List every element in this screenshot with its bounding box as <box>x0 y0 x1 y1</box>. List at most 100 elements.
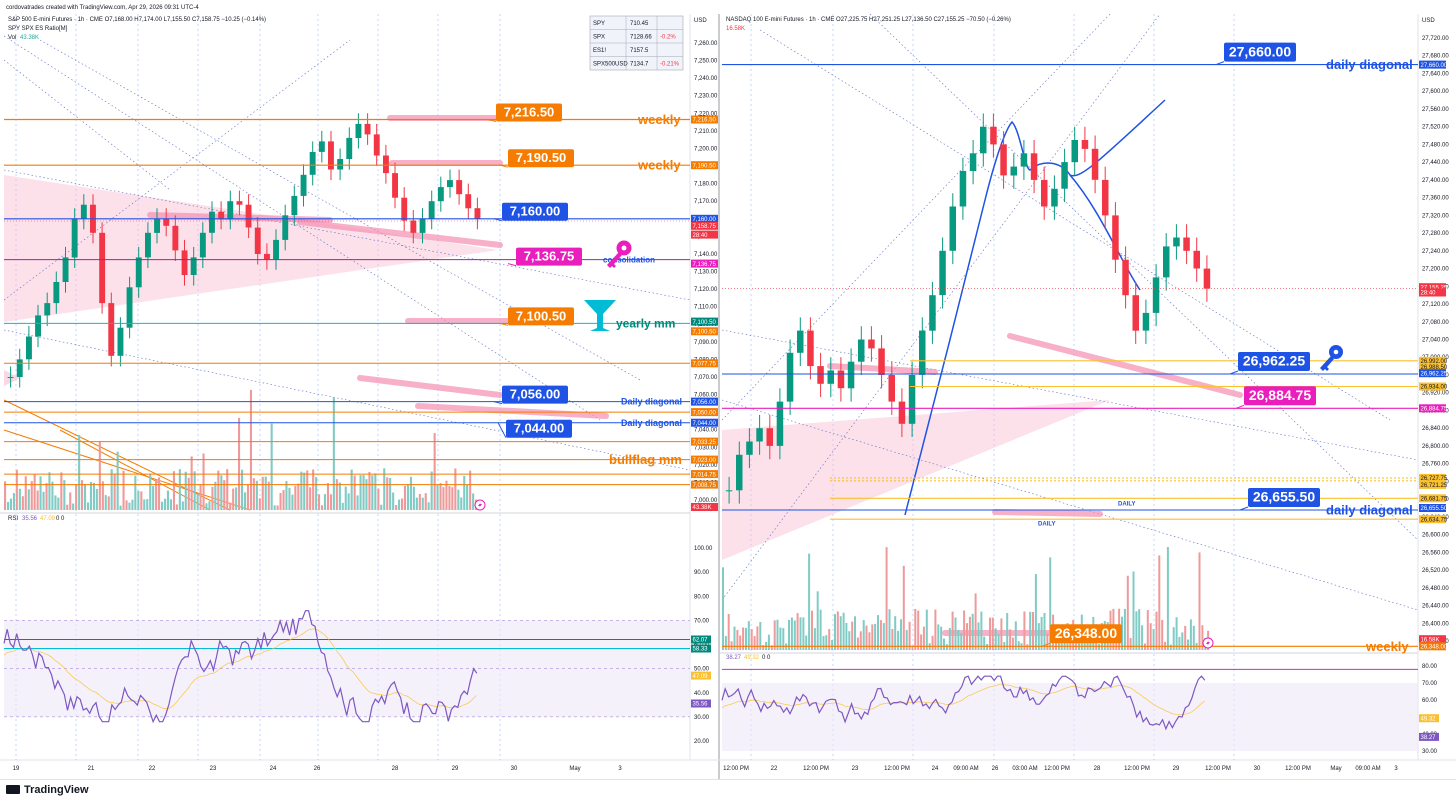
left-volume-bar <box>329 494 332 510</box>
quote-symbol: SPX500USD <box>593 62 628 68</box>
callout-box <box>1248 488 1320 507</box>
right-volume-bar <box>1040 616 1043 650</box>
right-drawings[interactable] <box>721 13 1419 636</box>
right-volume-bar <box>1198 552 1201 650</box>
left-price-axis[interactable]: 7,260.00 7,250.00 7,240.00 7,230.00 7,220.00… <box>691 41 718 745</box>
left-price-tick: 7,070.00 <box>694 375 718 381</box>
right-time-tick: 12:00 PM <box>1044 766 1070 772</box>
right-volume-bar <box>1046 633 1049 650</box>
right-candle <box>827 370 834 384</box>
callout-pointer <box>499 322 509 326</box>
callout-box <box>516 247 582 266</box>
right-price-tick: 26,520.00 <box>1422 568 1449 574</box>
left-volume-bar <box>326 483 329 510</box>
right-price-tick: 27,520.00 <box>1422 125 1449 131</box>
left-volume-bar <box>39 476 42 510</box>
right-price-axis[interactable]: 27,720.00 27,680.00 27,640.00 27,600.00 27,5… <box>1419 36 1449 755</box>
right-volume-bar <box>756 626 759 650</box>
right-candle <box>868 339 875 349</box>
right-candle <box>725 490 733 492</box>
left-levels[interactable] <box>4 118 690 486</box>
price-axis-tag-text: 26,884.75 <box>1421 407 1448 413</box>
left-candle <box>373 134 380 156</box>
left-rsi-label[interactable]: RSI <box>8 516 18 522</box>
left-candle <box>236 201 243 205</box>
price-axis-tag-text: 27,155.25 <box>1421 285 1448 291</box>
left-candle <box>346 137 353 159</box>
right-volume-bar <box>1172 627 1175 650</box>
left-volume-label[interactable]: Vol <box>8 35 16 41</box>
left-candle <box>44 303 51 316</box>
left-volume-bar <box>229 502 232 510</box>
right-currency[interactable]: USD <box>1422 18 1435 24</box>
left-volume-bar <box>371 475 374 510</box>
left-symbol-line[interactable]: S&P 500 E-mini Futures · 1h · CME O7,168… <box>8 17 266 23</box>
left-candles <box>7 113 481 388</box>
left-volume-bar <box>403 485 406 510</box>
left-volume-bar <box>430 471 433 510</box>
tradingview-logo[interactable]: TradingView <box>6 784 89 796</box>
right-symbol-line[interactable]: NASDAQ 100 E-mini Futures · 1h · CME O27… <box>726 17 1011 23</box>
price-axis-tag <box>691 408 718 417</box>
price-axis-tag <box>1419 480 1446 489</box>
left-volume-bar <box>338 482 341 510</box>
left-indicator-label[interactable]: SPY SPX ES Ratio[M] <box>8 26 68 32</box>
left-volume-bar <box>18 488 21 510</box>
right-candle <box>1041 179 1048 207</box>
left-flash-icon[interactable] <box>474 499 486 511</box>
right-price-tick: 27,640.00 <box>1422 72 1449 78</box>
left-candle <box>392 173 398 198</box>
right-volume-bar <box>854 616 856 650</box>
rsi-axis-tag <box>1419 732 1439 741</box>
left-volume-bar <box>190 456 193 510</box>
quote-symbol: SPY <box>593 21 605 27</box>
tradingview-logo-icon <box>6 785 20 794</box>
time-axis[interactable]: 19 21 22 23 24 26 28 29 30 May 3 12:00 PM 22 12:00 PM… <box>13 766 1399 772</box>
left-pink-triangle <box>4 175 498 322</box>
right-rsi-line <box>721 675 1206 731</box>
left-rsi-line <box>3 610 478 724</box>
right-volume-bar <box>856 637 859 650</box>
right-volume-bar <box>1083 640 1086 650</box>
price-axis-tag <box>691 161 718 170</box>
left-volume-bar <box>137 490 140 510</box>
right-time-tick: 12:00 PM <box>1205 766 1231 772</box>
left-volume-bar <box>238 417 241 510</box>
right-candles <box>725 113 1211 504</box>
left-currency[interactable]: USD <box>694 18 707 24</box>
right-volume-bar <box>1149 623 1152 650</box>
left-drawings[interactable] <box>3 35 691 511</box>
left-volume-bar <box>169 499 172 510</box>
price-axis-tag <box>1419 404 1446 413</box>
right-levels[interactable] <box>722 64 1418 647</box>
callout-label: 27,660.00 <box>1229 43 1291 59</box>
left-volume-bar <box>69 492 72 510</box>
callout-box <box>496 103 562 122</box>
rsi-axis-tag-text: 47.09 <box>693 674 709 680</box>
left-candle <box>154 218 160 233</box>
right-volume-bar <box>945 644 948 650</box>
left-time-tick: 26 <box>314 766 321 772</box>
price-axis-tag-text: 7,100.50 <box>693 320 717 326</box>
right-candle <box>1000 144 1007 176</box>
callout-label: 7,216.50 <box>504 104 555 119</box>
left-volume-bar <box>235 487 238 510</box>
right-rsi-band <box>722 683 1418 751</box>
left-volume-bar <box>463 475 466 510</box>
right-volume-bar <box>834 614 836 650</box>
left-candle <box>437 187 444 202</box>
price-axis-tag-text: 26,634.75 <box>1421 517 1448 523</box>
left-volume-bar <box>365 479 368 510</box>
right-volume-bar <box>971 613 974 650</box>
left-volume-bar <box>460 497 463 510</box>
annotation-labels[interactable]: 7,216.50 7,190.50 7,160.00 7,136.75 7,100.50… <box>487 42 1413 654</box>
left-volume-bar <box>389 478 392 510</box>
left-price-tick: 7,120.00 <box>694 287 718 293</box>
price-axis-tag <box>1419 504 1446 512</box>
right-rsi-ma-value: 49.32 <box>744 655 760 661</box>
left-volume-bar <box>353 475 356 510</box>
right-flash-icon[interactable] <box>1202 637 1214 649</box>
right-volume-bar <box>730 641 733 650</box>
left-volume-bar <box>75 484 78 510</box>
right-volume-bar <box>1049 557 1052 650</box>
